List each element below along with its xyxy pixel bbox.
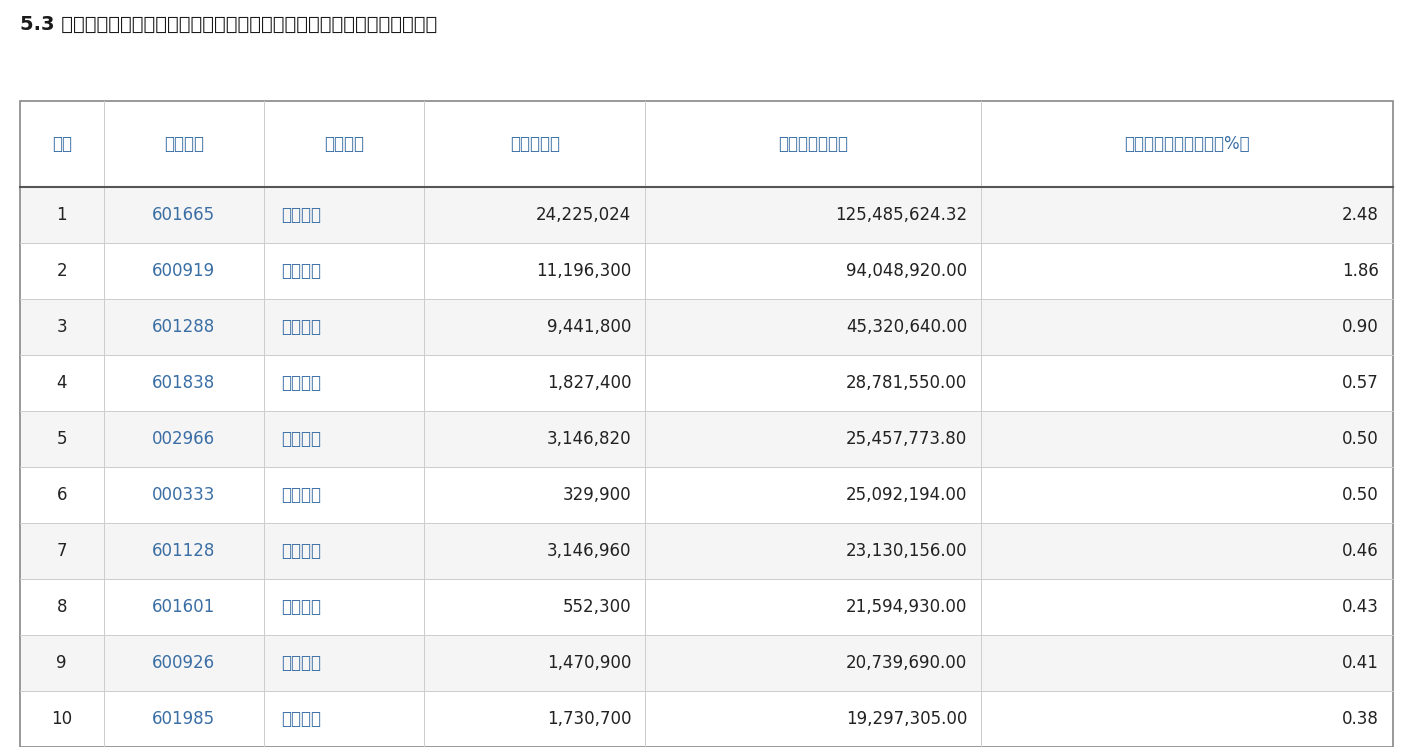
Text: 成都银行: 成都银行 — [281, 374, 321, 392]
Text: 5.3 报告期末按公允价值占基金资产净值比例大小排序的前十名股票投资明细: 5.3 报告期末按公允价值占基金资产净值比例大小排序的前十名股票投资明细 — [20, 15, 437, 34]
Text: 0.50: 0.50 — [1342, 430, 1379, 448]
Text: 601288: 601288 — [153, 317, 215, 336]
Text: 公允价值（元）: 公允价值（元） — [779, 134, 848, 153]
Text: 1,470,900: 1,470,900 — [547, 654, 632, 672]
Text: 10: 10 — [51, 710, 72, 728]
Bar — [20, 579, 1393, 635]
Text: 9: 9 — [57, 654, 66, 672]
Text: 601838: 601838 — [153, 374, 215, 392]
Text: 齐鲁银行: 齐鲁银行 — [281, 205, 321, 224]
Text: 0.50: 0.50 — [1342, 486, 1379, 504]
Text: 600926: 600926 — [153, 654, 215, 672]
Text: 125,485,624.32: 125,485,624.32 — [835, 205, 966, 224]
Text: 中国太保: 中国太保 — [281, 598, 321, 616]
Bar — [20, 411, 1393, 467]
Text: 23,130,156.00: 23,130,156.00 — [845, 542, 966, 560]
Text: 杭州银行: 杭州银行 — [281, 654, 321, 672]
Text: 7: 7 — [57, 542, 66, 560]
Text: 45,320,640.00: 45,320,640.00 — [846, 317, 966, 336]
Text: 552,300: 552,300 — [562, 598, 632, 616]
Bar — [20, 467, 1393, 523]
Text: 常熟银行: 常熟银行 — [281, 542, 321, 560]
Text: 1.86: 1.86 — [1342, 261, 1379, 280]
Text: 1,827,400: 1,827,400 — [547, 374, 632, 392]
Text: 5: 5 — [57, 430, 66, 448]
Text: 329,900: 329,900 — [562, 486, 632, 504]
Text: 94,048,920.00: 94,048,920.00 — [846, 261, 966, 280]
Text: 占基金资产净值比例（%）: 占基金资产净值比例（%） — [1125, 134, 1251, 153]
Bar — [20, 101, 1393, 747]
Text: 数量（股）: 数量（股） — [510, 134, 560, 153]
Bar — [20, 355, 1393, 411]
Text: 6: 6 — [57, 486, 66, 504]
Text: 24,225,024: 24,225,024 — [536, 205, 632, 224]
Text: 中国核电: 中国核电 — [281, 710, 321, 728]
Text: 2.48: 2.48 — [1342, 205, 1379, 224]
Bar — [20, 299, 1393, 355]
Text: 601128: 601128 — [153, 542, 216, 560]
Bar — [20, 691, 1393, 747]
Text: 1,730,700: 1,730,700 — [547, 710, 632, 728]
Text: 苏州银行: 苏州银行 — [281, 430, 321, 448]
Bar — [20, 635, 1393, 691]
Bar — [20, 101, 1393, 187]
Text: 农业银行: 农业银行 — [281, 317, 321, 336]
Text: 002966: 002966 — [153, 430, 215, 448]
Text: 9,441,800: 9,441,800 — [547, 317, 632, 336]
Text: 3,146,820: 3,146,820 — [547, 430, 632, 448]
Text: 3,146,960: 3,146,960 — [547, 542, 632, 560]
Text: 21,594,930.00: 21,594,930.00 — [846, 598, 966, 616]
Text: 美的集团: 美的集团 — [281, 486, 321, 504]
Text: 11,196,300: 11,196,300 — [536, 261, 632, 280]
Text: 25,092,194.00: 25,092,194.00 — [846, 486, 966, 504]
Text: 0.46: 0.46 — [1342, 542, 1379, 560]
Text: 江苏银行: 江苏银行 — [281, 261, 321, 280]
Text: 000333: 000333 — [153, 486, 216, 504]
Text: 3: 3 — [57, 317, 66, 336]
Bar — [20, 523, 1393, 579]
Text: 0.41: 0.41 — [1342, 654, 1379, 672]
Text: 601985: 601985 — [153, 710, 215, 728]
Text: 601601: 601601 — [153, 598, 215, 616]
Text: 2: 2 — [57, 261, 66, 280]
Text: 序号: 序号 — [52, 134, 72, 153]
Text: 19,297,305.00: 19,297,305.00 — [846, 710, 966, 728]
Text: 600919: 600919 — [153, 261, 215, 280]
Text: 0.57: 0.57 — [1342, 374, 1379, 392]
Text: 1: 1 — [57, 205, 66, 224]
Text: 8: 8 — [57, 598, 66, 616]
Text: 28,781,550.00: 28,781,550.00 — [846, 374, 966, 392]
Text: 股票名称: 股票名称 — [324, 134, 365, 153]
Text: 0.38: 0.38 — [1342, 710, 1379, 728]
Text: 25,457,773.80: 25,457,773.80 — [846, 430, 966, 448]
Text: 0.90: 0.90 — [1342, 317, 1379, 336]
Bar — [20, 243, 1393, 299]
Text: 20,739,690.00: 20,739,690.00 — [846, 654, 966, 672]
Bar — [20, 187, 1393, 243]
Text: 601665: 601665 — [153, 205, 215, 224]
Text: 0.43: 0.43 — [1342, 598, 1379, 616]
Text: 4: 4 — [57, 374, 66, 392]
Text: 股票代码: 股票代码 — [164, 134, 203, 153]
